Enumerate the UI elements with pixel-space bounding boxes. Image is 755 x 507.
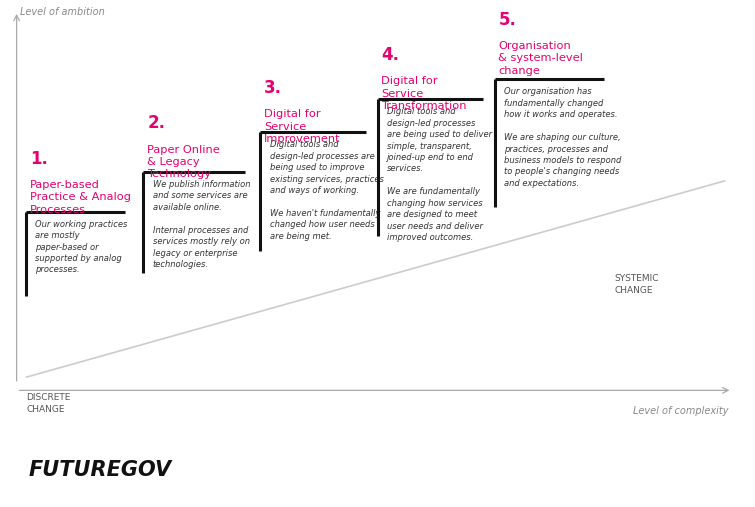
Text: We publish information
and some services are
available online.

Internal process: We publish information and some services… [153, 180, 250, 269]
Text: 4.: 4. [381, 46, 399, 64]
Text: SYSTEMIC
CHANGE: SYSTEMIC CHANGE [615, 274, 659, 295]
Text: 1.: 1. [30, 150, 48, 168]
Text: FUTUREGOV: FUTUREGOV [29, 460, 172, 481]
Text: 3.: 3. [264, 79, 282, 97]
Text: Paper-based
Practice & Analog
Processes: Paper-based Practice & Analog Processes [30, 180, 131, 215]
Text: Level of complexity: Level of complexity [633, 406, 729, 416]
Text: Digital for
Service
Transformation: Digital for Service Transformation [381, 77, 467, 111]
Text: Level of ambition: Level of ambition [20, 7, 105, 17]
Text: Our working practices
are mostly
paper-based or
supported by analog
processes.: Our working practices are mostly paper-b… [35, 220, 128, 274]
Text: Our organisation has
fundamentally changed
how it works and operates.

We are sh: Our organisation has fundamentally chang… [504, 87, 621, 188]
Text: DISCRETE
CHANGE: DISCRETE CHANGE [26, 393, 71, 414]
Text: Paper Online
& Legacy
Technology: Paper Online & Legacy Technology [147, 144, 220, 179]
Text: Digital tools and
design-led processes are
being used to improve
existing servic: Digital tools and design-led processes a… [270, 140, 384, 241]
Text: Digital tools and
design-led processes
are being used to deliver
simple, transpa: Digital tools and design-led processes a… [387, 107, 492, 242]
Text: Digital for
Service
Improvement: Digital for Service Improvement [264, 110, 341, 144]
Text: 2.: 2. [147, 114, 165, 132]
Text: Organisation
& system-level
change: Organisation & system-level change [498, 41, 583, 76]
Text: 5.: 5. [498, 11, 516, 29]
